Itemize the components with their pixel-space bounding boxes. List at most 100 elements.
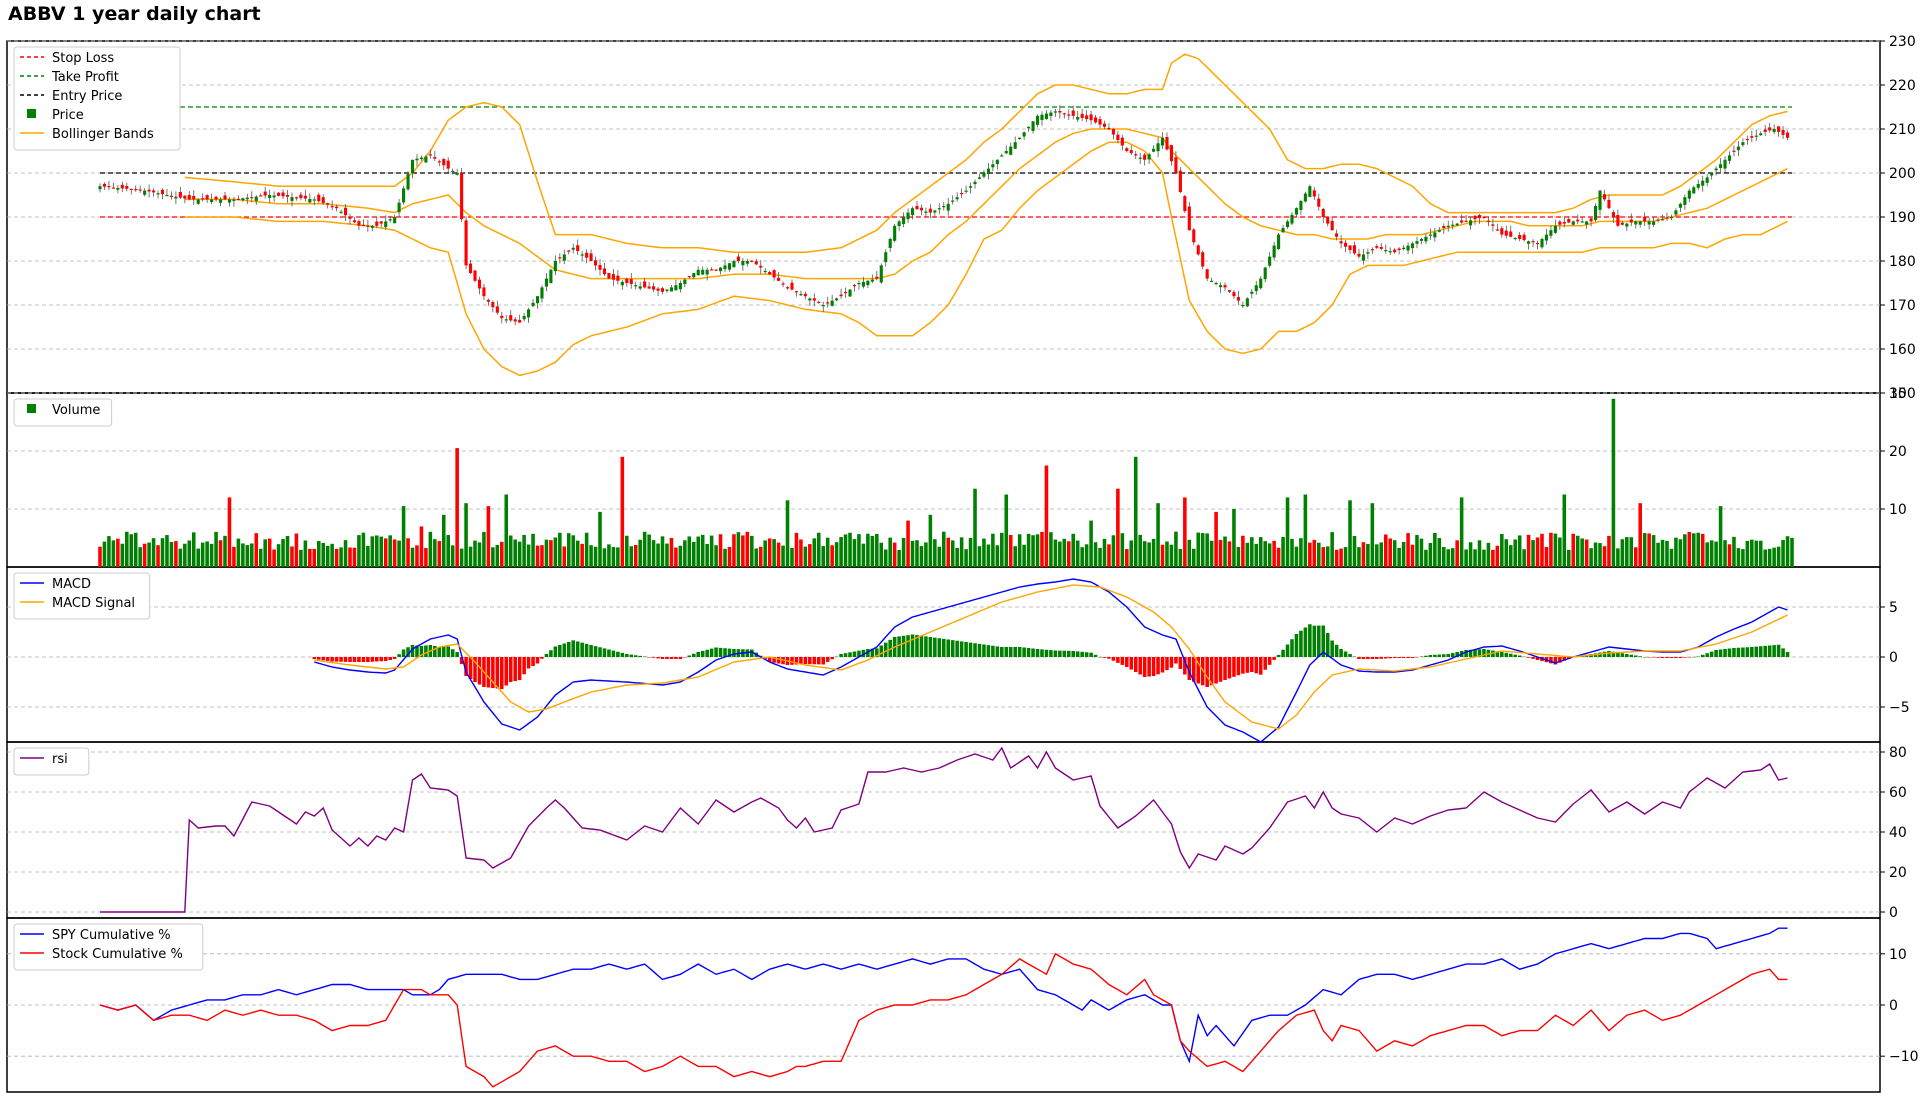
volume-bar [433, 539, 437, 567]
volume-bar [1776, 546, 1781, 567]
macd-histogram-bar [1633, 655, 1638, 657]
candle-body [125, 185, 129, 189]
macd-histogram-bar [852, 651, 857, 657]
volume-bar [1178, 548, 1183, 567]
candle-body [1406, 245, 1410, 251]
macd-histogram-bar [1227, 657, 1232, 679]
volume-bar [1330, 532, 1334, 567]
macd-histogram-bar [816, 657, 821, 665]
volume-bar [665, 543, 669, 567]
candle-body [138, 189, 142, 191]
candle-body [1062, 113, 1066, 115]
volume-bar [1750, 539, 1754, 567]
candle-body [875, 276, 879, 279]
candle-body [1652, 221, 1656, 225]
candle-body [1303, 193, 1307, 202]
volume-bar [1388, 538, 1392, 567]
volume-bar [1616, 548, 1620, 567]
candle-body [665, 289, 669, 291]
candle-body [339, 211, 343, 213]
volume-bar [1040, 531, 1044, 567]
volume-bar [1700, 533, 1705, 567]
macd-histogram-bar [1089, 652, 1093, 657]
candle-body [1469, 220, 1473, 226]
candle-body [1580, 221, 1584, 223]
candle-body [1031, 121, 1035, 131]
macd-histogram-bar [1549, 657, 1553, 664]
volume-bar [941, 531, 946, 567]
volume-bar [1674, 537, 1678, 567]
volume-bar [1727, 544, 1732, 567]
y-tick-label: 20 [1889, 865, 1907, 881]
candle-body [259, 195, 263, 197]
macd-histogram-bar [1513, 654, 1517, 657]
candle-body [562, 254, 566, 261]
macd-histogram-bar [1232, 657, 1236, 677]
candle-body [1370, 249, 1374, 251]
volume-bar [683, 540, 687, 567]
candle-body [330, 206, 334, 208]
candle-body [1629, 219, 1633, 223]
macd-histogram-bar [776, 657, 781, 664]
volume-bar [1013, 546, 1017, 567]
candle-body [294, 197, 298, 199]
macd-histogram-bar [1450, 653, 1455, 657]
volume-bar [1397, 547, 1401, 567]
candle-body [924, 211, 928, 213]
macd-histogram-bar [772, 657, 776, 663]
volume-bar [1401, 541, 1406, 567]
candle-body [1326, 217, 1330, 224]
volume-bar [491, 547, 495, 567]
candle-body [1232, 292, 1236, 297]
candle-body [660, 288, 665, 292]
macd-histogram-bar [325, 657, 330, 661]
volume-bar [209, 543, 214, 567]
macd-histogram-bar [1348, 654, 1352, 657]
macd-histogram-bar [1535, 657, 1540, 660]
volume-bar [1723, 540, 1727, 567]
macd-histogram-bar [1473, 649, 1477, 657]
candle-body [1348, 245, 1352, 250]
candle-body [656, 288, 660, 291]
macd-histogram-bar [1736, 647, 1741, 657]
volume-bar [995, 545, 1000, 567]
macd-histogram-bar [1424, 655, 1428, 657]
volume-bar [241, 543, 245, 567]
macd-histogram-bar [1692, 656, 1696, 658]
candle-body [1665, 217, 1669, 219]
candle-body [1402, 247, 1406, 250]
candle-body [745, 261, 749, 264]
volume-bar [553, 537, 558, 567]
volume-bar [767, 538, 772, 567]
candle-body [535, 296, 540, 304]
macd-histogram-bar [1370, 657, 1375, 659]
candle-body [169, 195, 173, 197]
volume-bar [1303, 494, 1308, 567]
macd-histogram-bar [1084, 652, 1089, 657]
macd-histogram-bar [1500, 652, 1504, 657]
candle-body [522, 316, 526, 320]
macd-histogram-bar [535, 657, 540, 664]
macd-histogram-bar [1299, 630, 1303, 657]
volume-bar [616, 547, 620, 567]
candle-body [285, 194, 290, 197]
macd-histogram-bar [1683, 657, 1687, 658]
volume-bar [763, 540, 767, 567]
macd-histogram-bar [665, 657, 669, 659]
macd-histogram-bar [455, 652, 459, 657]
macd-histogram-bar [642, 656, 647, 657]
candle-body [1089, 114, 1093, 121]
macd-histogram-bar [1754, 646, 1759, 657]
volume-bar [1107, 544, 1111, 567]
legend-label: Volume [52, 403, 100, 418]
macd-histogram-bar [1053, 650, 1058, 657]
volume-bar [1276, 547, 1281, 567]
macd-histogram-bar [1178, 657, 1183, 669]
candle-body [866, 280, 870, 286]
macd-histogram-bar [366, 657, 370, 662]
macd-histogram-bar [1325, 633, 1330, 657]
candle-body [1160, 137, 1165, 146]
volume-bar [660, 536, 665, 567]
volume-bar [535, 545, 540, 567]
candle-body [1116, 134, 1120, 140]
